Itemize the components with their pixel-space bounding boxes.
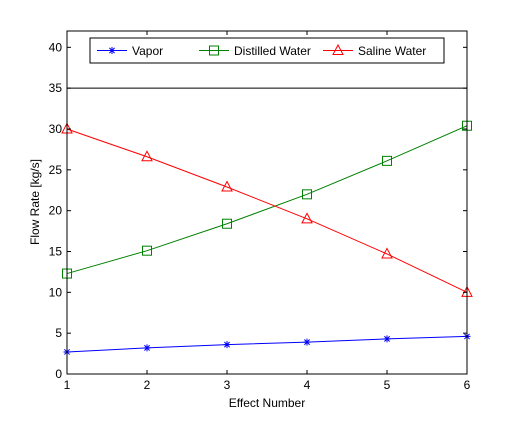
legend-label: Distilled Water — [234, 44, 311, 58]
data-point-saline-water — [381, 247, 393, 259]
legend-item-saline-water: Saline Water — [323, 43, 426, 58]
y-tick-label: 0 — [55, 367, 62, 381]
y-tick-label: 10 — [49, 285, 63, 299]
x-tick-label: 4 — [304, 378, 311, 392]
data-point-saline-water — [141, 150, 153, 162]
y-tick-label: 35 — [49, 81, 63, 95]
y-axis-label: Flow Rate [kg/s] — [28, 159, 42, 245]
legend-item-distilled-water: Distilled Water — [199, 44, 311, 58]
legend-marker — [209, 45, 219, 56]
y-tick-label: 20 — [49, 204, 63, 218]
legend-label: Saline Water — [358, 44, 426, 58]
legend-label: Vapor — [132, 44, 163, 58]
x-tick-label: 1 — [64, 378, 71, 392]
data-point-distilled-water — [222, 218, 232, 229]
series-line-saline-water — [66, 128, 468, 293]
data-point-distilled-water — [142, 245, 152, 256]
x-tick-label: 6 — [464, 378, 471, 392]
x-tick-label: 5 — [384, 378, 391, 392]
x-tick-label: 2 — [144, 378, 151, 392]
y-tick-label: 30 — [49, 122, 63, 136]
series-saline-water — [61, 122, 473, 297]
legend-box — [89, 37, 445, 64]
ticks-layer: 1 2 3 4 5 6 0 5 10 15 20 25 30 35 40 — [49, 31, 471, 392]
y-tick-label: 5 — [55, 326, 62, 340]
legend-marker — [108, 47, 116, 54]
y-tick-label: 40 — [49, 40, 63, 54]
data-point-vapor — [383, 335, 391, 343]
legend-marker — [332, 43, 344, 55]
series-line-vapor — [66, 335, 468, 353]
series-line-distilled-water — [66, 125, 468, 275]
legend-item-vapor: Vapor — [97, 44, 163, 58]
data-point-vapor — [303, 338, 311, 346]
x-axis-label: Effect Number — [229, 396, 305, 410]
plot-frame — [66, 30, 468, 375]
x-tick-label: 3 — [224, 378, 231, 392]
data-point-vapor — [143, 344, 151, 352]
data-point-saline-water — [301, 212, 313, 224]
data-point-vapor — [223, 341, 231, 349]
data-point-distilled-water — [382, 155, 392, 166]
legend: Vapor Distilled Water Saline Water — [89, 37, 445, 64]
y-tick-label: 15 — [49, 245, 63, 259]
data-point-saline-water — [221, 180, 233, 192]
data-point-distilled-water — [302, 189, 312, 200]
y-tick-label: 25 — [49, 163, 63, 177]
